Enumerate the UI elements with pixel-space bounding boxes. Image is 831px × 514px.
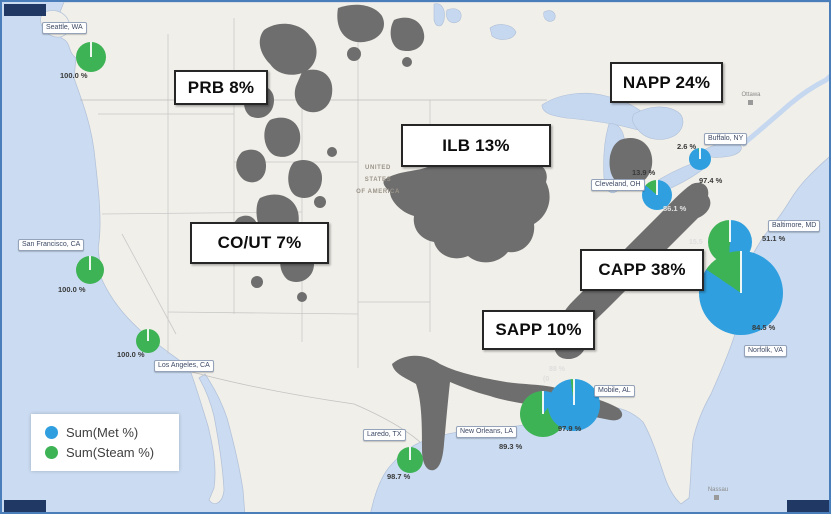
city-label-los-angeles-ca[interactable]: Los Angeles, CA [154, 360, 214, 373]
city-label-cleveland-oh[interactable]: Cleveland, OH [591, 179, 645, 192]
city-label-buffalo-ny[interactable]: Buffalo, NY [704, 133, 748, 146]
pie-value-new-orleans-la: 89.3 % [499, 442, 523, 451]
basin-label-ilb: ILB 13% [401, 124, 551, 167]
city-label-san-francisco-ca[interactable]: San Francisco, CA [18, 239, 85, 252]
pie-slice-boundary [573, 379, 575, 405]
corner-mark-bottom-left [4, 500, 46, 512]
nassau-marker-icon [714, 495, 719, 500]
obscured-label-2: 15.5 [689, 239, 703, 246]
city-label-baltimore-md[interactable]: Baltimore, MD [768, 220, 821, 233]
city-label-seattle-wa[interactable]: Seattle, WA [42, 22, 87, 35]
pie-slice-boundary [409, 447, 411, 460]
map-text-ottawa: Ottawa [741, 92, 761, 98]
pie-value-buffalo-ny-1: 97.4 % [699, 176, 723, 185]
pie-value-mobile-al: 97.9 % [558, 424, 582, 433]
pie-slice-boundary [740, 251, 742, 293]
city-label-mobile-al[interactable]: Mobile, AL [594, 385, 635, 398]
pie-value-cleveland-oh-1: 86.1 % [663, 204, 687, 213]
pie-value-seattle-wa: 100.0 % [60, 71, 88, 80]
pie-mobile-al[interactable] [548, 379, 600, 431]
obscured-label-1: (0 [543, 376, 550, 383]
legend-steam-dot-icon [45, 446, 58, 459]
pie-value-laredo-tx: 98.7 % [387, 472, 411, 481]
pie-los-angeles-ca[interactable] [136, 329, 160, 353]
map-text-states: STATES [364, 177, 392, 183]
legend-met-dot-icon [45, 426, 58, 439]
map-text-united: UNITED [365, 165, 391, 171]
obscured-label-0: 88 % [549, 366, 565, 373]
pie-value-norfolk-va: 84.5 % [752, 323, 776, 332]
legend: Sum(Met %) Sum(Steam %) [31, 414, 179, 471]
pie-seattle-wa[interactable] [76, 42, 106, 72]
pie-slice-boundary [89, 256, 91, 270]
pie-slice-boundary [656, 180, 658, 195]
pie-san-francisco-ca[interactable] [76, 256, 104, 284]
pie-norfolk-va[interactable] [699, 251, 783, 335]
pie-cleveland-oh[interactable] [642, 180, 672, 210]
st-lawrence-river [740, 74, 829, 147]
pie-value-buffalo-ny: 2.6 % [677, 142, 697, 151]
corner-mark-top-left [4, 4, 46, 16]
pie-slice-boundary [147, 329, 149, 341]
pie-slice-boundary [729, 220, 731, 242]
legend-steam-label: Sum(Steam %) [66, 445, 155, 460]
city-label-laredo-tx[interactable]: Laredo, TX [363, 429, 406, 442]
city-label-norfolk-va[interactable]: Norfolk, VA [744, 345, 787, 358]
corner-mark-bottom-right [787, 500, 829, 512]
pie-value-los-angeles-ca: 100.0 % [117, 350, 145, 359]
legend-item-steam[interactable]: Sum(Steam %) [45, 445, 179, 460]
basin-label-capp: CAPP 38% [580, 249, 704, 291]
pie-value-san-francisco-ca: 100.0 % [58, 285, 86, 294]
basin-label-co-ut: CO/UT 7% [190, 222, 329, 264]
basin-label-sapp: SAPP 10% [482, 310, 595, 350]
pie-laredo-tx[interactable] [397, 447, 423, 473]
pie-slice-boundary [699, 148, 701, 159]
map-text-of-america: OF AMERICA [356, 189, 400, 195]
basin-label-napp: NAPP 24% [610, 62, 723, 103]
map-text-nassau: Nassau [707, 487, 729, 493]
ottawa-marker-icon [748, 100, 753, 105]
city-label-new-orleans-la[interactable]: New Orleans, LA [456, 426, 517, 439]
legend-item-met[interactable]: Sum(Met %) [45, 425, 179, 440]
basin-label-prb: PRB 8% [174, 70, 268, 105]
pie-value-baltimore-md: 51.1 % [762, 234, 786, 243]
legend-met-label: Sum(Met %) [66, 425, 139, 440]
pie-slice-boundary [542, 391, 544, 414]
pie-buffalo-ny[interactable] [689, 148, 711, 170]
pie-slice-boundary [90, 42, 92, 57]
pie-value-cleveland-oh: 13.9 % [632, 168, 656, 177]
